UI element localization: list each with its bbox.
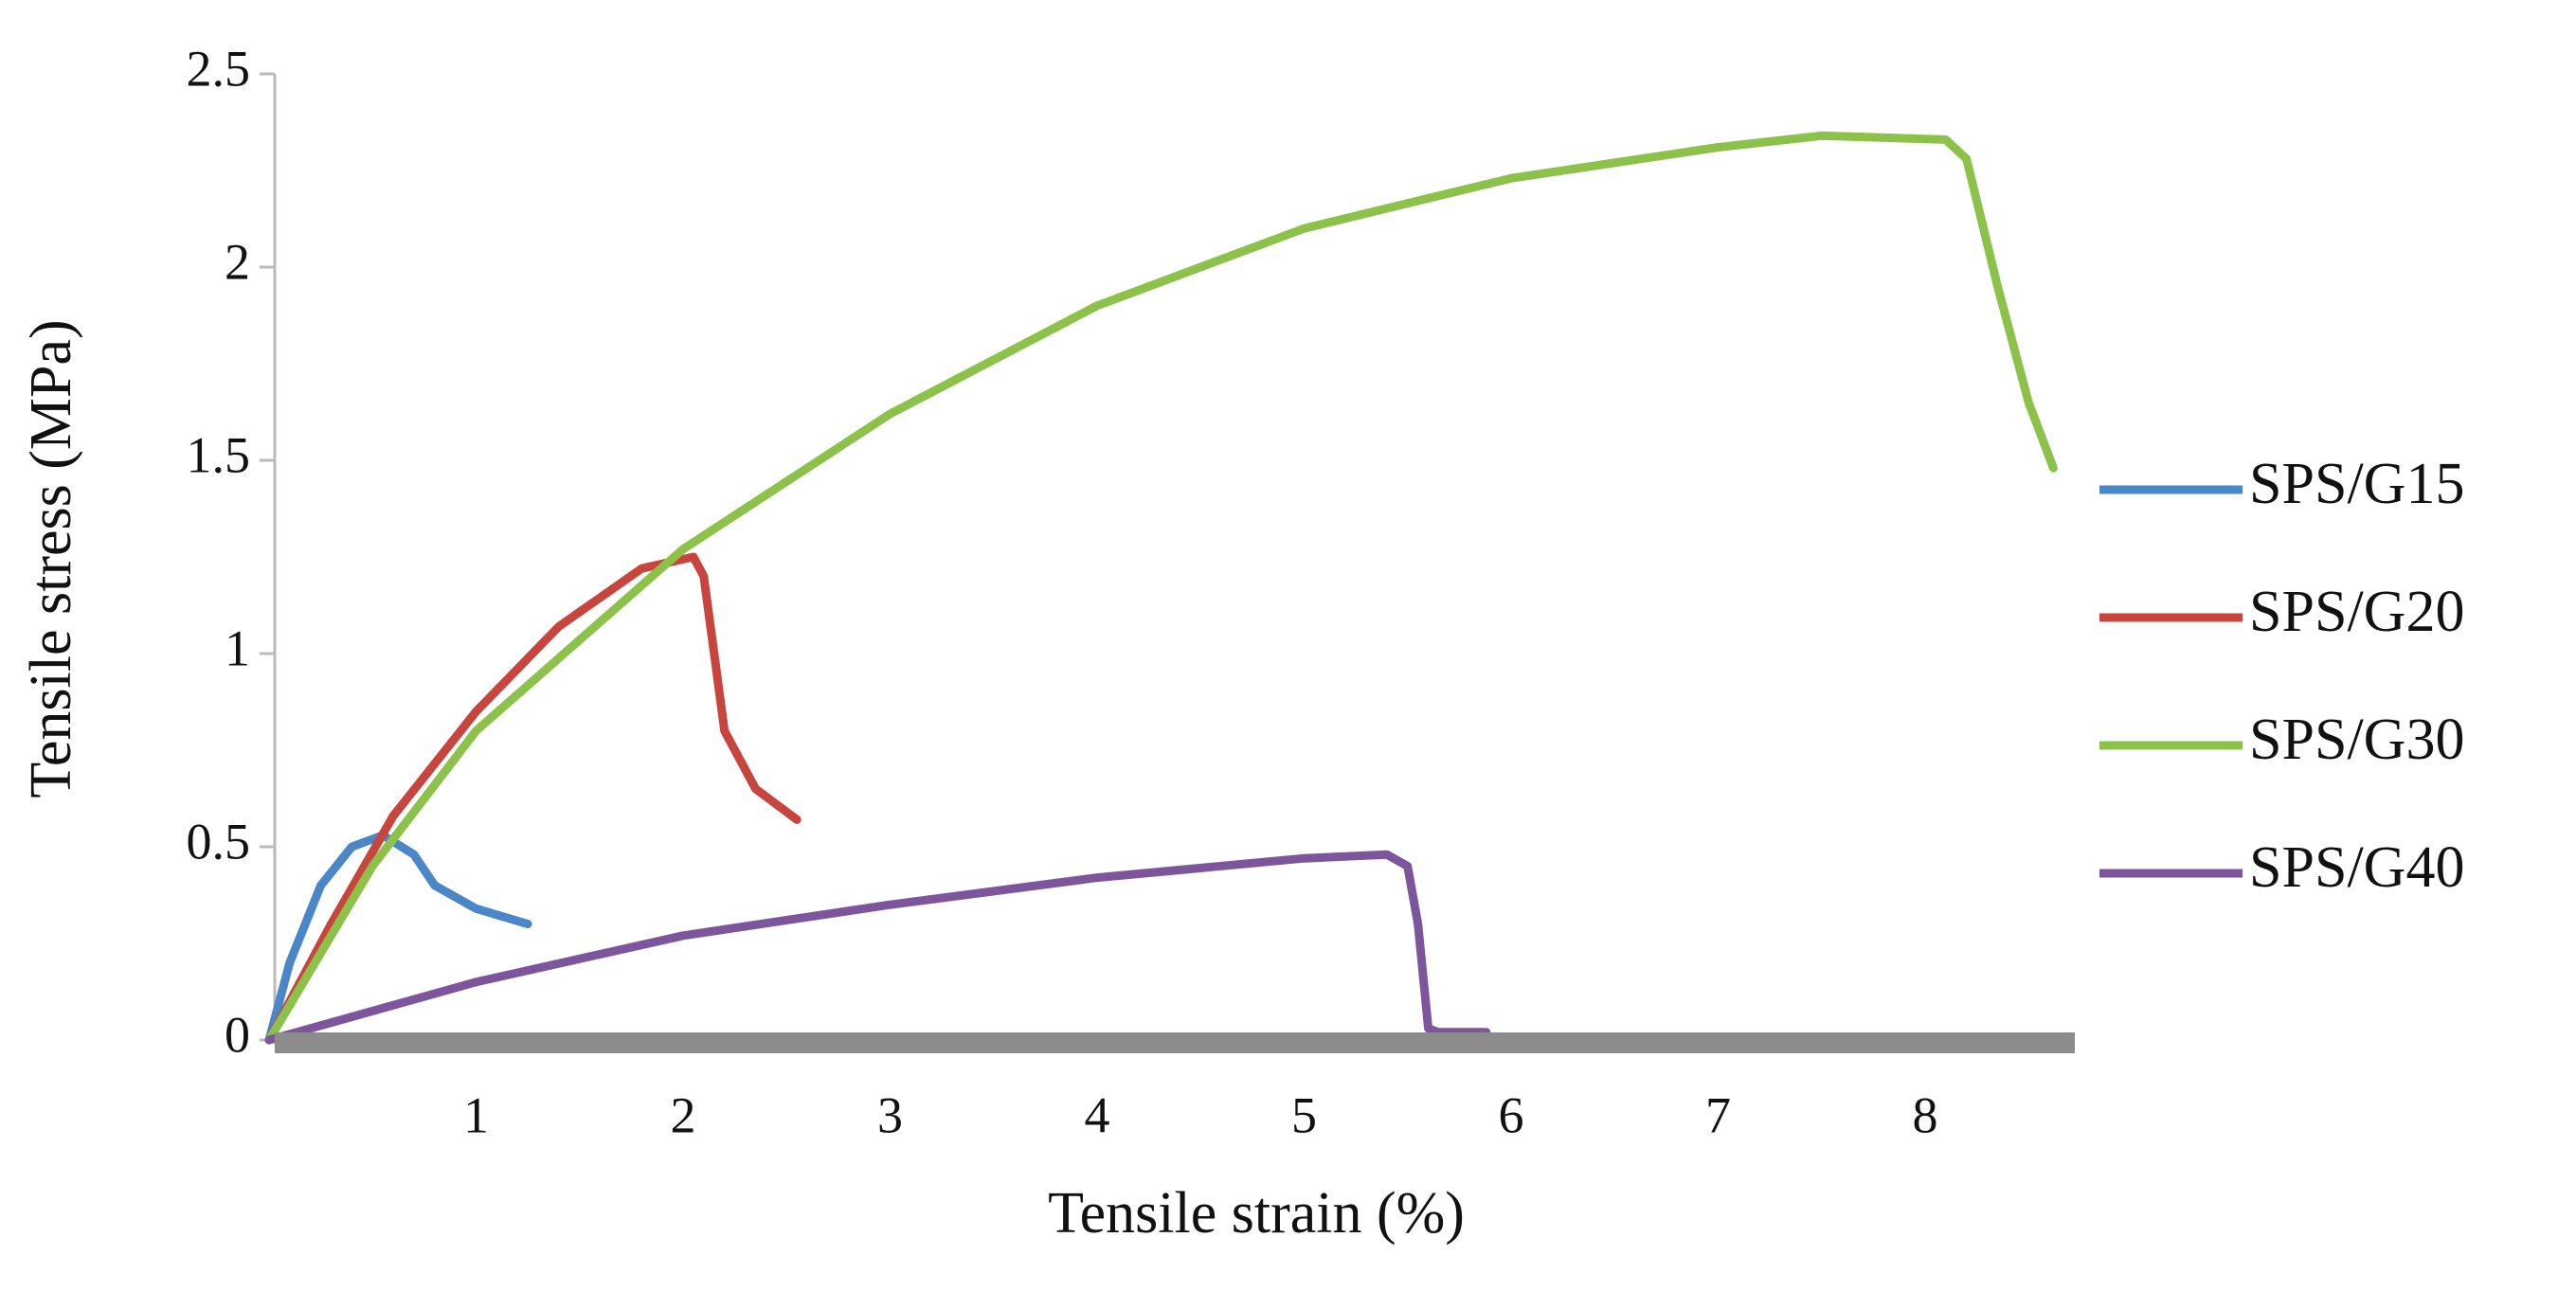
legend-label: SPS/G20 (2249, 580, 2464, 644)
series-line (264, 850, 1491, 1045)
y-tick-label: 2.5 (187, 40, 251, 97)
x-tick-label: 4 (1084, 1086, 1109, 1143)
x-axis (275, 1032, 2075, 1053)
y-tick-label: 1 (225, 619, 250, 676)
x-axis-title: Tensile strain (%) (1048, 1181, 1465, 1246)
x-tick-label: 6 (1498, 1086, 1523, 1143)
x-tick-label: 7 (1705, 1086, 1731, 1143)
y-tick-label: 2 (225, 233, 250, 290)
y-tick-label: 0.5 (187, 813, 251, 870)
x-tick-label: 5 (1291, 1086, 1317, 1143)
x-tick-label: 3 (877, 1086, 903, 1143)
legend-label: SPS/G15 (2249, 452, 2464, 516)
legend-label: SPS/G40 (2249, 835, 2464, 900)
x-tick-label: 2 (670, 1086, 695, 1143)
series-line (264, 131, 2058, 1045)
series-line (264, 831, 532, 1045)
y-tick-label: 0 (225, 1006, 250, 1063)
x-tick-label: 1 (463, 1086, 489, 1143)
y-tick-label: 1.5 (187, 426, 251, 483)
x-tick-label: 8 (1912, 1086, 1937, 1143)
legend-label: SPS/G30 (2249, 708, 2464, 772)
y-axis-title: Tensile stress (MPa) (19, 319, 83, 798)
